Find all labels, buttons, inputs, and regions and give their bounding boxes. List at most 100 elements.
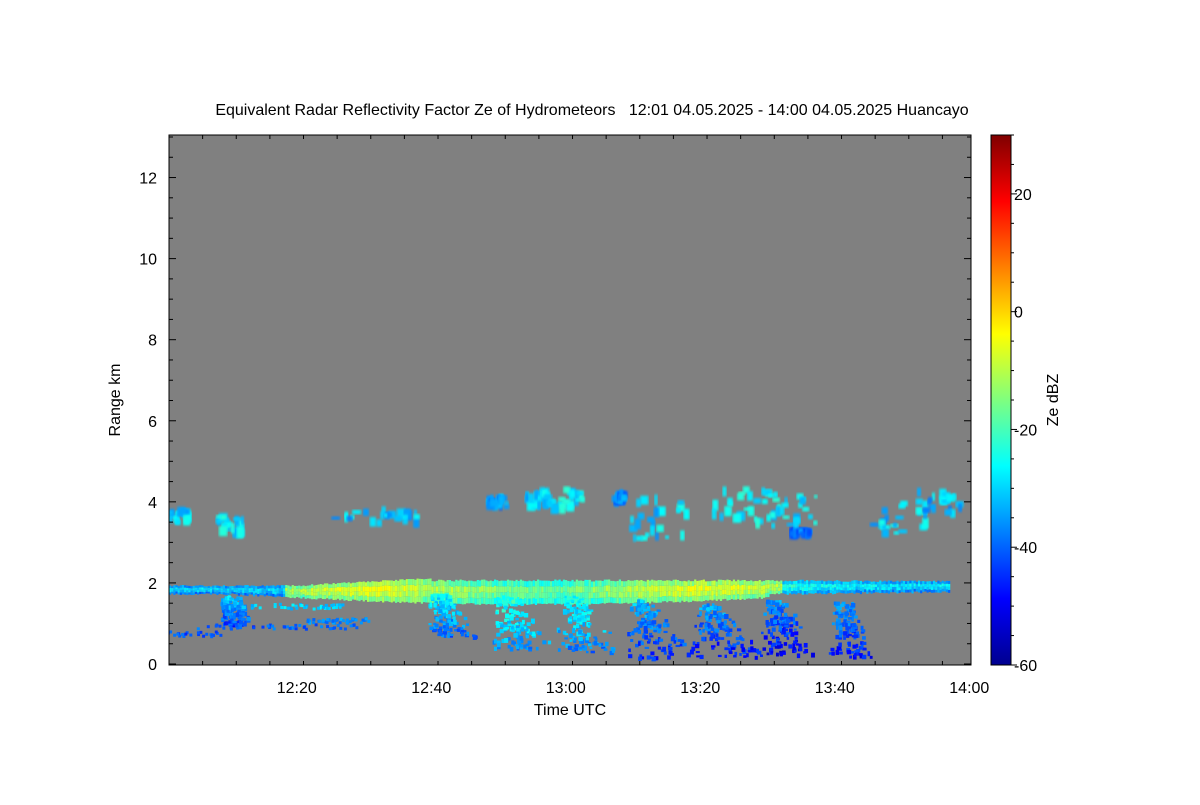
echo-cell bbox=[602, 630, 607, 633]
echo-cell bbox=[656, 609, 661, 612]
echo-cell bbox=[739, 635, 742, 640]
echo-cell bbox=[939, 581, 942, 585]
echo-cell bbox=[515, 617, 519, 621]
echo-cell bbox=[601, 586, 604, 593]
echo-cell bbox=[354, 595, 357, 600]
y-axis-label: Range km bbox=[107, 364, 124, 437]
echo-cell bbox=[739, 590, 742, 596]
echo-cell bbox=[706, 625, 710, 630]
echo-cell bbox=[502, 592, 505, 598]
echo-cell bbox=[765, 588, 768, 593]
echo-cell bbox=[327, 619, 331, 623]
echo-cell bbox=[431, 586, 434, 593]
echo-cell bbox=[543, 580, 546, 587]
echo-cell bbox=[725, 625, 729, 629]
echo-cell bbox=[349, 583, 352, 588]
echo-cell bbox=[765, 592, 768, 598]
echo-cell bbox=[618, 591, 621, 598]
echo-cell bbox=[769, 583, 772, 588]
echo-cell bbox=[560, 587, 563, 593]
echo-cell bbox=[631, 591, 634, 598]
echo-cell bbox=[663, 585, 667, 591]
echo-cell bbox=[916, 487, 922, 497]
echo-cell bbox=[935, 587, 938, 590]
echo-cell bbox=[735, 595, 738, 600]
echo-cell bbox=[691, 586, 695, 591]
echo-cell bbox=[666, 596, 669, 603]
echo-cell bbox=[580, 592, 583, 599]
echo-cell bbox=[371, 586, 374, 592]
echo-cell bbox=[497, 642, 501, 648]
echo-cell bbox=[860, 625, 864, 631]
echo-cell bbox=[304, 627, 308, 631]
echo-cell bbox=[569, 616, 573, 619]
echo-cell bbox=[719, 595, 723, 601]
echo-cell bbox=[250, 606, 254, 610]
echo-cell bbox=[801, 583, 804, 588]
echo-cell bbox=[461, 598, 464, 605]
echo-cell bbox=[851, 589, 854, 593]
echo-cell bbox=[234, 598, 239, 601]
echo-cell bbox=[588, 598, 591, 605]
echo-cell bbox=[457, 586, 460, 593]
echo-cell bbox=[944, 509, 952, 516]
echo-cell bbox=[503, 626, 508, 631]
echo-cell bbox=[577, 600, 581, 604]
echo-cell bbox=[804, 648, 809, 654]
echo-cell bbox=[905, 584, 908, 587]
echo-cell bbox=[747, 581, 751, 586]
echo-cell bbox=[495, 611, 499, 615]
echo-cell bbox=[644, 581, 647, 587]
echo-cell bbox=[780, 643, 783, 649]
echo-cell bbox=[909, 589, 912, 593]
echo-cell bbox=[588, 579, 591, 587]
echo-cell bbox=[629, 597, 632, 604]
echo-cell bbox=[621, 496, 628, 502]
echo-cell bbox=[584, 633, 589, 637]
echo-cell bbox=[280, 591, 284, 595]
echo-cell bbox=[184, 589, 187, 593]
echo-cell bbox=[410, 590, 413, 597]
echo-cell bbox=[528, 580, 531, 587]
echo-cell bbox=[1028, 514, 1036, 519]
echo-cell bbox=[285, 590, 288, 594]
echo-cell bbox=[732, 643, 737, 649]
echo-cell bbox=[668, 580, 671, 586]
echo-cell bbox=[571, 649, 576, 652]
echo-cell bbox=[146, 631, 149, 634]
echo-cell bbox=[650, 651, 655, 656]
echo-cell bbox=[631, 597, 634, 604]
echo-cell bbox=[513, 581, 516, 587]
echo-cell bbox=[255, 588, 258, 591]
echo-cell bbox=[500, 592, 503, 598]
echo-cell bbox=[224, 596, 228, 601]
echo-cell bbox=[765, 584, 768, 589]
echo-cell bbox=[222, 589, 226, 593]
echo-cell bbox=[814, 590, 817, 594]
echo-cell bbox=[790, 617, 795, 622]
colorbar-tick-label: -60 bbox=[1014, 658, 1037, 675]
echo-cell bbox=[651, 585, 654, 591]
echo-cell bbox=[313, 585, 316, 589]
echo-cell bbox=[930, 587, 934, 590]
echo-cell bbox=[628, 648, 631, 653]
echo-cell bbox=[945, 580, 949, 584]
echo-cell bbox=[171, 591, 174, 594]
echo-cell bbox=[564, 580, 568, 587]
echo-cell bbox=[328, 627, 332, 631]
echo-cell bbox=[595, 580, 598, 587]
echo-cell bbox=[288, 606, 292, 610]
echo-cell bbox=[447, 619, 451, 624]
echo-cell bbox=[330, 587, 333, 592]
echo-cell bbox=[366, 591, 370, 597]
echo-cell bbox=[753, 498, 762, 504]
echo-cell bbox=[439, 619, 443, 623]
echo-cell bbox=[515, 591, 518, 599]
echo-cell bbox=[359, 621, 363, 625]
echo-cell bbox=[276, 587, 279, 591]
echo-cell bbox=[631, 630, 635, 636]
echo-cell bbox=[209, 586, 213, 589]
echo-cell bbox=[593, 636, 597, 639]
echo-cell bbox=[633, 597, 637, 603]
echo-cell bbox=[504, 586, 507, 593]
